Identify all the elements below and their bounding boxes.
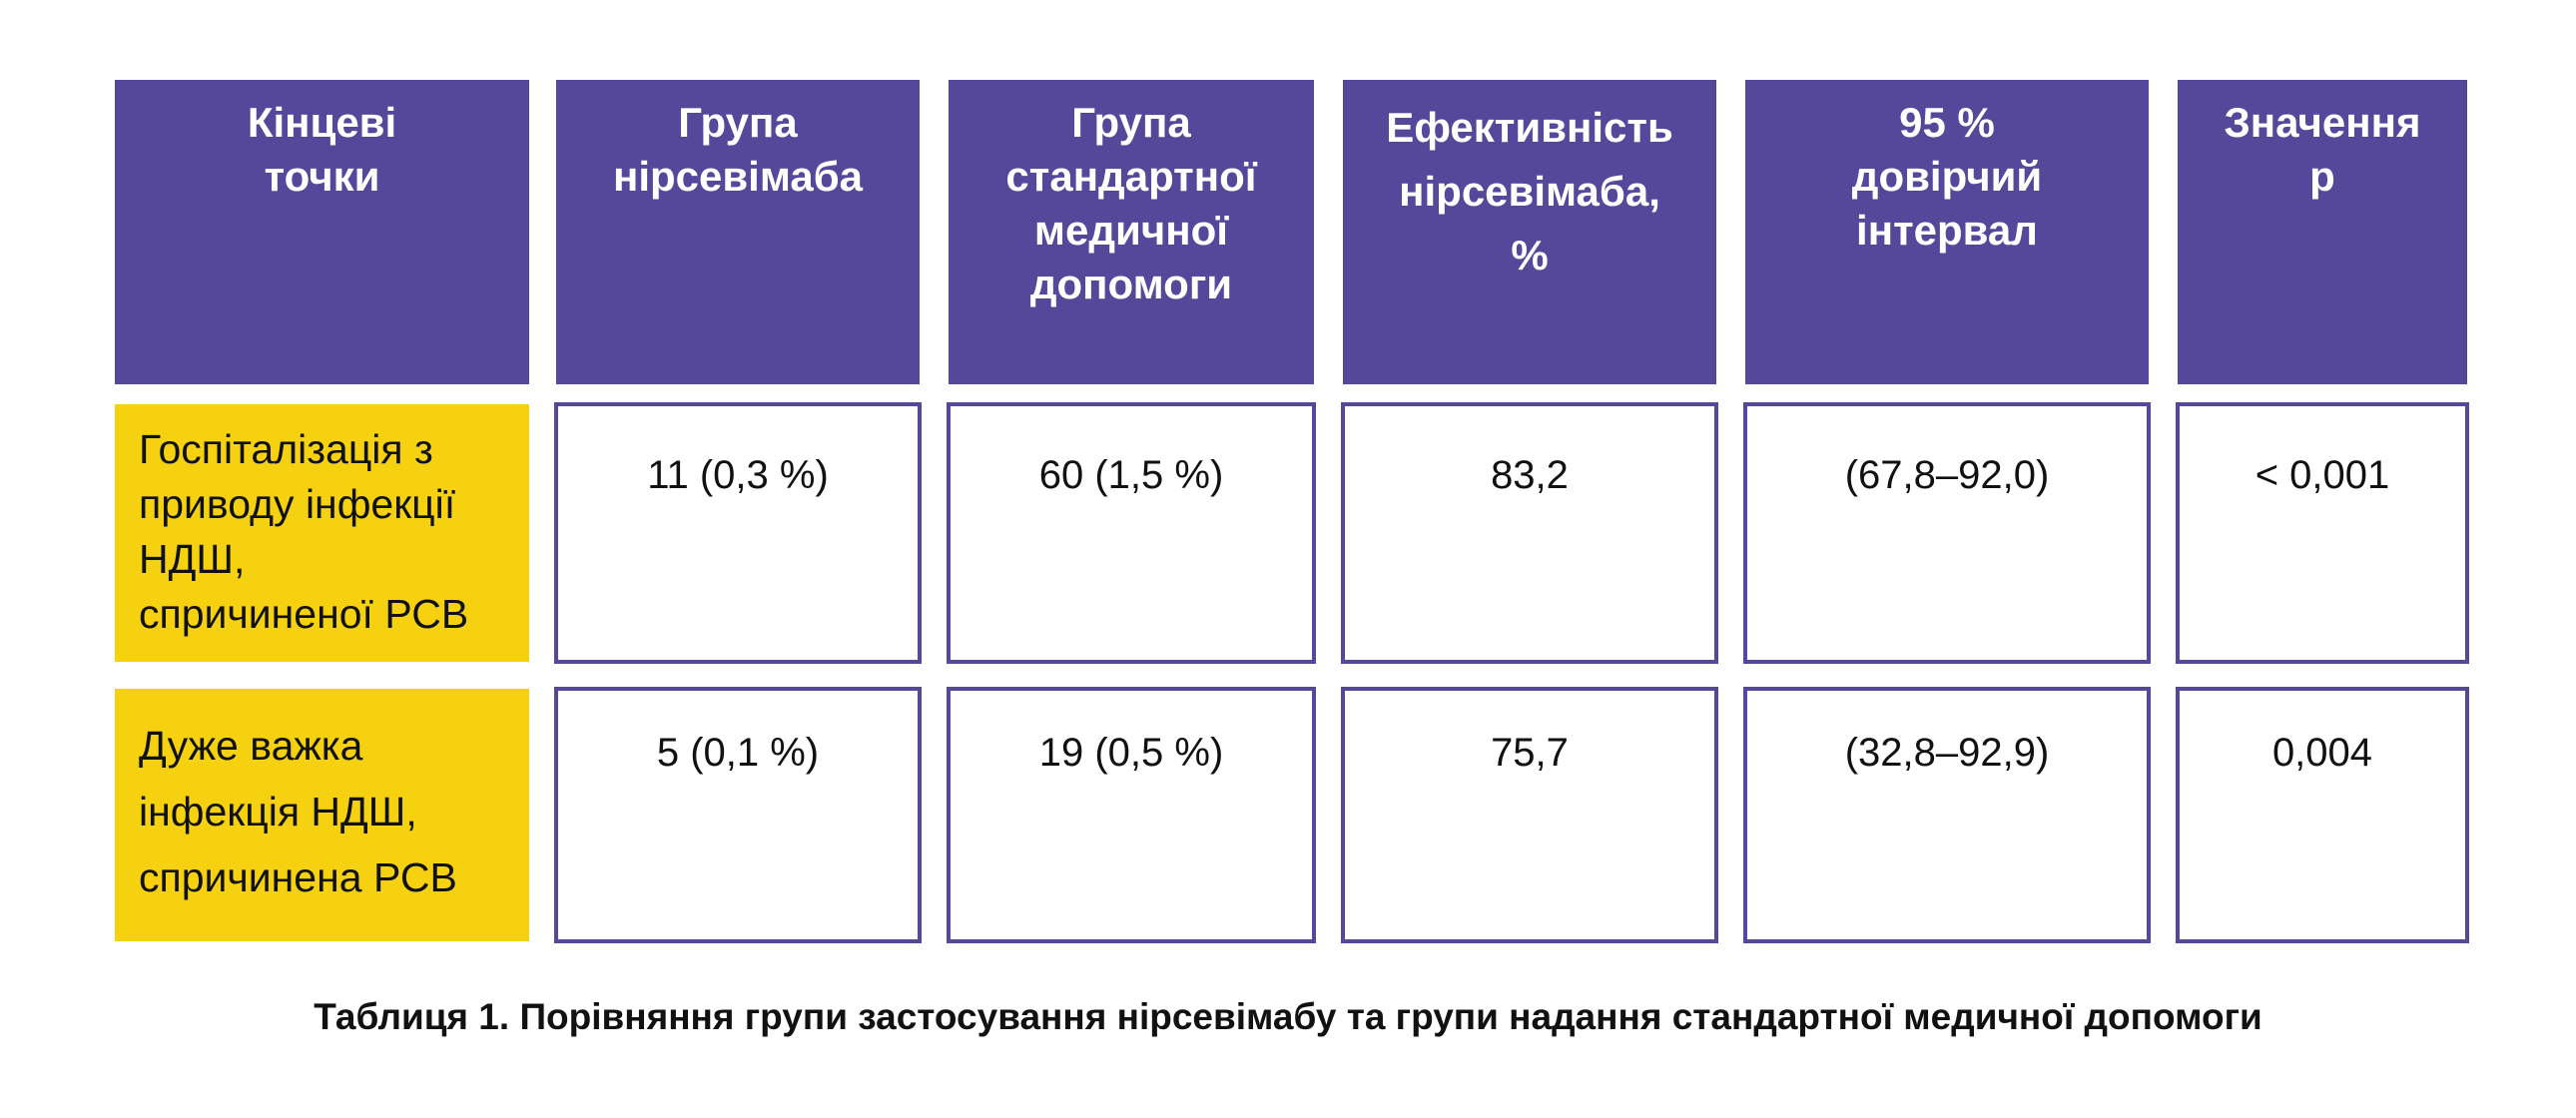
header-nirsevimab-group: Група нірсевімаба xyxy=(556,80,920,384)
table-cell: 83,2 xyxy=(1341,402,1718,664)
header-p-value: Значення p xyxy=(2178,80,2467,384)
table-cell: 11 (0,3 %) xyxy=(554,402,922,664)
header-p-value-label: Значення p xyxy=(2224,99,2421,200)
table-cell: 5 (0,1 %) xyxy=(554,687,922,943)
table-cell: < 0,001 xyxy=(2176,402,2469,664)
header-endpoints: Кінцеві точки xyxy=(115,80,529,384)
header-confidence-interval-label: 95 % довірчий інтервал xyxy=(1851,99,2043,254)
row-label-severe-infection: Дуже важка інфекція НДШ, спричинена РСВ xyxy=(115,689,529,941)
header-endpoints-label: Кінцеві точки xyxy=(247,99,397,200)
table-cell: 0,004 xyxy=(2176,687,2469,943)
header-nirsevimab-group-label: Група нірсевімаба xyxy=(612,99,864,200)
table-cell: (67,8–92,0) xyxy=(1743,402,2151,664)
header-efficacy-label: Ефективність нірсевімаба, % xyxy=(1386,104,1673,279)
table-cell: (32,8–92,9) xyxy=(1743,687,2151,943)
table-cell: 19 (0,5 %) xyxy=(947,687,1316,943)
table-caption: Таблиця 1. Порівняння групи застосування… xyxy=(314,996,2262,1037)
header-confidence-interval: 95 % довірчий інтервал xyxy=(1745,80,2149,384)
header-efficacy: Ефективність нірсевімаба, % xyxy=(1343,80,1716,384)
header-standard-care-group: Група стандартної медичної допомоги xyxy=(949,80,1314,384)
header-standard-care-group-label: Група стандартної медичної допомоги xyxy=(1005,99,1257,307)
table-cell: 60 (1,5 %) xyxy=(947,402,1316,664)
table-cell: 75,7 xyxy=(1341,687,1718,943)
row-label-hospitalization: Госпіталізація з приводу інфекції НДШ, с… xyxy=(115,404,529,662)
